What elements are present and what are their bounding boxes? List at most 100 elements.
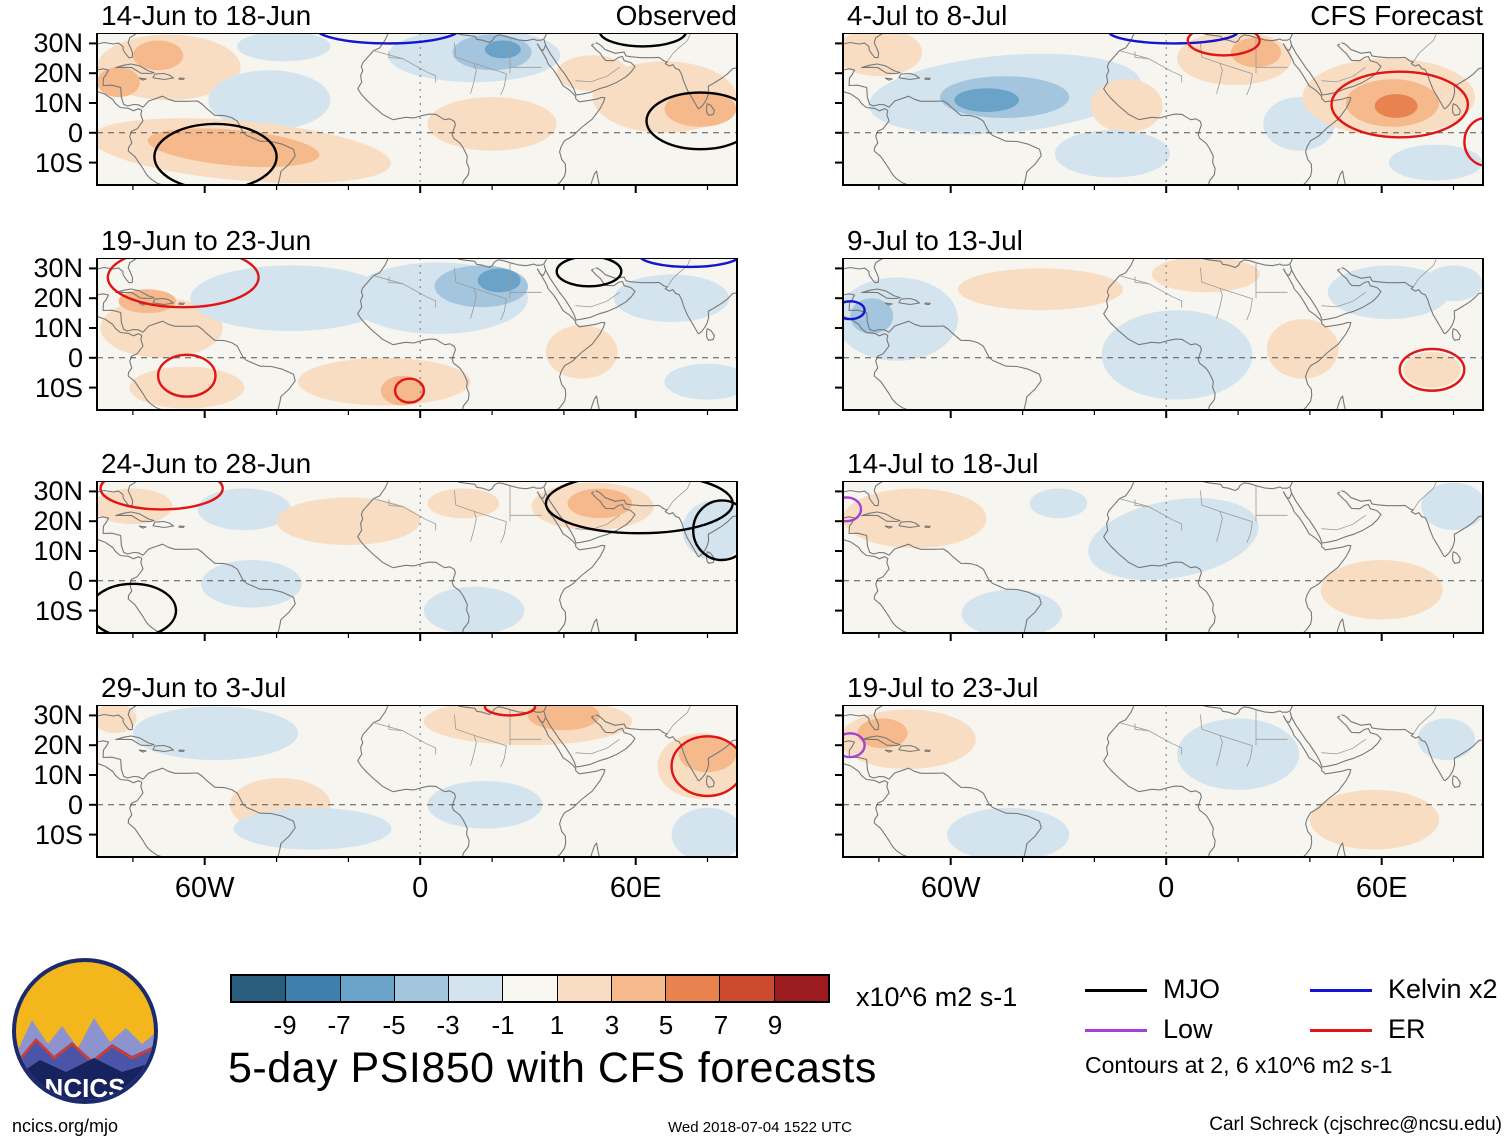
coastline bbox=[861, 511, 901, 523]
country-border bbox=[575, 66, 620, 83]
coastline bbox=[1282, 43, 1352, 185]
anomaly-region bbox=[567, 488, 633, 519]
colorbar-tick-label: -3 bbox=[436, 1010, 460, 1040]
colorbar-tick-label: 5 bbox=[658, 1010, 674, 1040]
colorbar-units-label: x10^6 m2 s-1 bbox=[856, 982, 1018, 1012]
anomaly-region bbox=[133, 40, 184, 71]
coastline bbox=[924, 749, 931, 753]
coastline bbox=[1336, 395, 1346, 410]
coastline bbox=[1282, 487, 1293, 499]
country-border bbox=[1219, 63, 1253, 75]
coastline bbox=[456, 705, 548, 716]
contour-mjo bbox=[153, 122, 278, 185]
panel-title: 9-Jul to 13-Jul bbox=[847, 225, 1023, 256]
coastline bbox=[138, 749, 147, 753]
coastline bbox=[1451, 551, 1461, 564]
coastline bbox=[843, 315, 889, 337]
coastline bbox=[545, 43, 636, 96]
lat-label: 30N bbox=[33, 28, 83, 59]
contour-er bbox=[670, 735, 737, 798]
coastline bbox=[924, 302, 931, 306]
coastline bbox=[536, 39, 547, 51]
country-border bbox=[1321, 66, 1366, 83]
coastline bbox=[536, 264, 547, 276]
contour-low bbox=[843, 496, 863, 523]
figure-title: 5-day PSI850 with CFS forecasts bbox=[228, 1044, 877, 1092]
anomaly-region bbox=[1029, 488, 1088, 519]
anomaly-region bbox=[1320, 560, 1443, 620]
anomaly-region bbox=[298, 357, 471, 406]
coastline bbox=[152, 520, 175, 529]
lat-label: 10N bbox=[33, 760, 83, 791]
country-border bbox=[1119, 275, 1183, 308]
anomaly-region bbox=[857, 718, 908, 749]
coastline bbox=[590, 170, 600, 185]
contour-er bbox=[156, 353, 217, 398]
country-border bbox=[1246, 745, 1253, 768]
lon-label: 60E bbox=[1355, 872, 1408, 904]
contour-er bbox=[1398, 347, 1466, 392]
lat-label: 0 bbox=[67, 117, 83, 148]
anomaly-region bbox=[614, 274, 730, 322]
coastline bbox=[590, 395, 600, 410]
contour-mjo bbox=[692, 499, 737, 562]
coastline bbox=[873, 110, 909, 185]
country-border bbox=[1321, 738, 1366, 755]
coastline bbox=[97, 516, 144, 556]
contour-er bbox=[1186, 33, 1261, 57]
contour-er bbox=[99, 481, 224, 511]
contour-mjo bbox=[645, 91, 737, 151]
country-border bbox=[500, 73, 507, 96]
colorbar-tick-label: 9 bbox=[767, 1010, 783, 1040]
country-border bbox=[1321, 514, 1366, 531]
panel-title: 14-Jul to 18-Jul bbox=[847, 448, 1039, 479]
colorbar-segment bbox=[285, 976, 340, 1001]
country-border bbox=[1219, 511, 1253, 523]
coastline bbox=[456, 258, 548, 269]
column-header-observed: Observed bbox=[615, 0, 737, 31]
coastline bbox=[873, 782, 909, 857]
country-border bbox=[454, 267, 477, 319]
coastline bbox=[898, 72, 921, 81]
lat-label: 0 bbox=[67, 342, 83, 373]
coastline bbox=[843, 293, 890, 333]
lat-label: 30N bbox=[33, 253, 83, 284]
anomaly-region bbox=[678, 736, 737, 773]
legend-label-mjo: MJO bbox=[1163, 974, 1220, 1004]
contour-kelvin bbox=[843, 300, 866, 321]
country-border bbox=[373, 50, 437, 83]
coastline bbox=[843, 762, 889, 784]
coastline bbox=[97, 740, 144, 780]
country-border bbox=[666, 258, 692, 288]
coastline bbox=[1341, 267, 1483, 335]
contour-mjo bbox=[598, 33, 688, 48]
colorbar-segment bbox=[719, 976, 774, 1001]
coastline bbox=[536, 487, 547, 499]
coastline bbox=[1336, 170, 1346, 185]
country-border bbox=[388, 723, 403, 731]
panel-frame bbox=[96, 481, 738, 634]
lat-label: 20N bbox=[33, 730, 83, 761]
anomaly-region bbox=[380, 375, 424, 406]
ncics-logo: NCICS bbox=[12, 958, 158, 1104]
panel-frame bbox=[96, 33, 738, 186]
coastline bbox=[595, 714, 737, 782]
coastline bbox=[1341, 714, 1483, 782]
coastline bbox=[1202, 33, 1294, 44]
coastline bbox=[357, 481, 470, 633]
colorbar-tick-label: -7 bbox=[327, 1010, 351, 1040]
anomaly-region bbox=[276, 497, 421, 545]
coastline bbox=[924, 77, 931, 81]
country-border bbox=[500, 298, 507, 321]
coastline bbox=[843, 740, 890, 780]
country-border bbox=[1200, 714, 1223, 766]
lat-label: 30N bbox=[33, 700, 83, 731]
coastline bbox=[1282, 268, 1352, 410]
coastline bbox=[138, 525, 147, 529]
contour-er bbox=[483, 705, 537, 717]
contour-kelvin bbox=[639, 258, 737, 269]
legend-label-er: ER bbox=[1388, 1014, 1426, 1044]
country-border bbox=[1134, 723, 1149, 731]
lat-label: 10S bbox=[34, 147, 83, 178]
country-border bbox=[373, 722, 437, 755]
